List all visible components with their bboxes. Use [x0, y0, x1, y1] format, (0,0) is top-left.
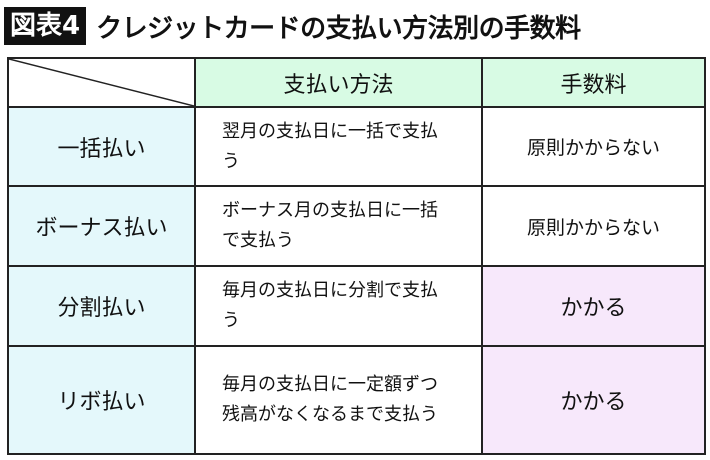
method-text: 毎月の支払日に一定額ずつ残高がなくなるまで支払う: [222, 374, 438, 425]
figure-title-text: クレジットカードの支払い方法別の手数料: [96, 13, 581, 44]
row-method: 翌月の支払日に一括で支払う: [194, 106, 483, 187]
table-row: リボ払い 毎月の支払日に一定額ずつ残高がなくなるまで支払う かかる: [7, 345, 706, 455]
corner-cell: [7, 57, 196, 108]
figure-title: 図表4 クレジットカードの支払い方法別の手数料: [4, 4, 581, 48]
fee-table: 支払い方法 手数料 一括払い 翌月の支払日に一括で支払う 原則かからない ボーナ…: [7, 57, 706, 455]
figure-badge: 図表4: [4, 7, 87, 45]
table-row: ボーナス払い ボーナス月の支払日に一括で支払う 原則かからない: [7, 185, 706, 267]
diagonal-line: [9, 59, 194, 106]
method-text: 翌月の支払日に一括で支払う: [222, 120, 438, 172]
row-type: ボーナス払い: [7, 185, 196, 267]
table-row: 分割払い 毎月の支払日に分割で支払う かかる: [7, 265, 706, 347]
row-fee: 原則かからない: [481, 106, 706, 187]
row-method: 毎月の支払日に一定額ずつ残高がなくなるまで支払う: [194, 345, 483, 455]
row-type: リボ払い: [7, 345, 196, 455]
table-header-row: 支払い方法 手数料: [7, 57, 706, 108]
header-fee: 手数料: [481, 57, 706, 108]
header-method: 支払い方法: [194, 57, 483, 108]
table-row: 一括払い 翌月の支払日に一括で支払う 原則かからない: [7, 106, 706, 187]
row-method: ボーナス月の支払日に一括で支払う: [194, 185, 483, 267]
row-type: 一括払い: [7, 106, 196, 187]
row-fee: 原則かからない: [481, 185, 706, 267]
row-fee: かかる: [481, 265, 706, 347]
row-method: 毎月の支払日に分割で支払う: [194, 265, 483, 347]
method-text: ボーナス月の支払日に一括で支払う: [222, 200, 438, 251]
row-type: 分割払い: [7, 265, 196, 347]
row-fee: かかる: [481, 345, 706, 455]
method-text: 毎月の支払日に分割で支払う: [222, 280, 438, 331]
